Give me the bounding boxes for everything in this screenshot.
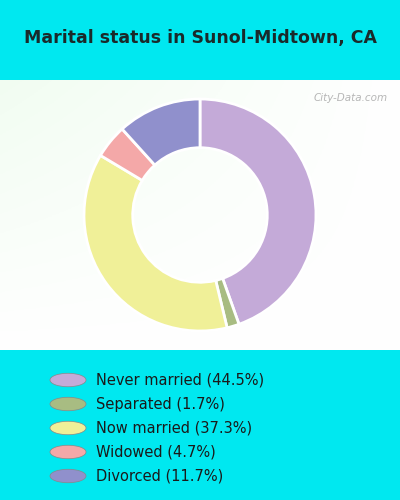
Wedge shape [200,99,316,324]
Text: Never married (44.5%): Never married (44.5%) [96,372,264,388]
Text: Now married (37.3%): Now married (37.3%) [96,420,252,436]
Text: City-Data.com: City-Data.com [314,94,388,104]
Text: Widowed (4.7%): Widowed (4.7%) [96,444,216,460]
Text: Divorced (11.7%): Divorced (11.7%) [96,468,223,483]
Circle shape [50,397,86,411]
Wedge shape [122,99,200,165]
Circle shape [50,421,86,434]
Circle shape [50,469,86,483]
Text: Marital status in Sunol-Midtown, CA: Marital status in Sunol-Midtown, CA [24,30,376,48]
Text: Separated (1.7%): Separated (1.7%) [96,396,225,411]
Circle shape [50,445,86,459]
Circle shape [50,373,86,387]
Wedge shape [84,156,227,331]
Wedge shape [100,129,155,180]
Wedge shape [216,278,239,328]
